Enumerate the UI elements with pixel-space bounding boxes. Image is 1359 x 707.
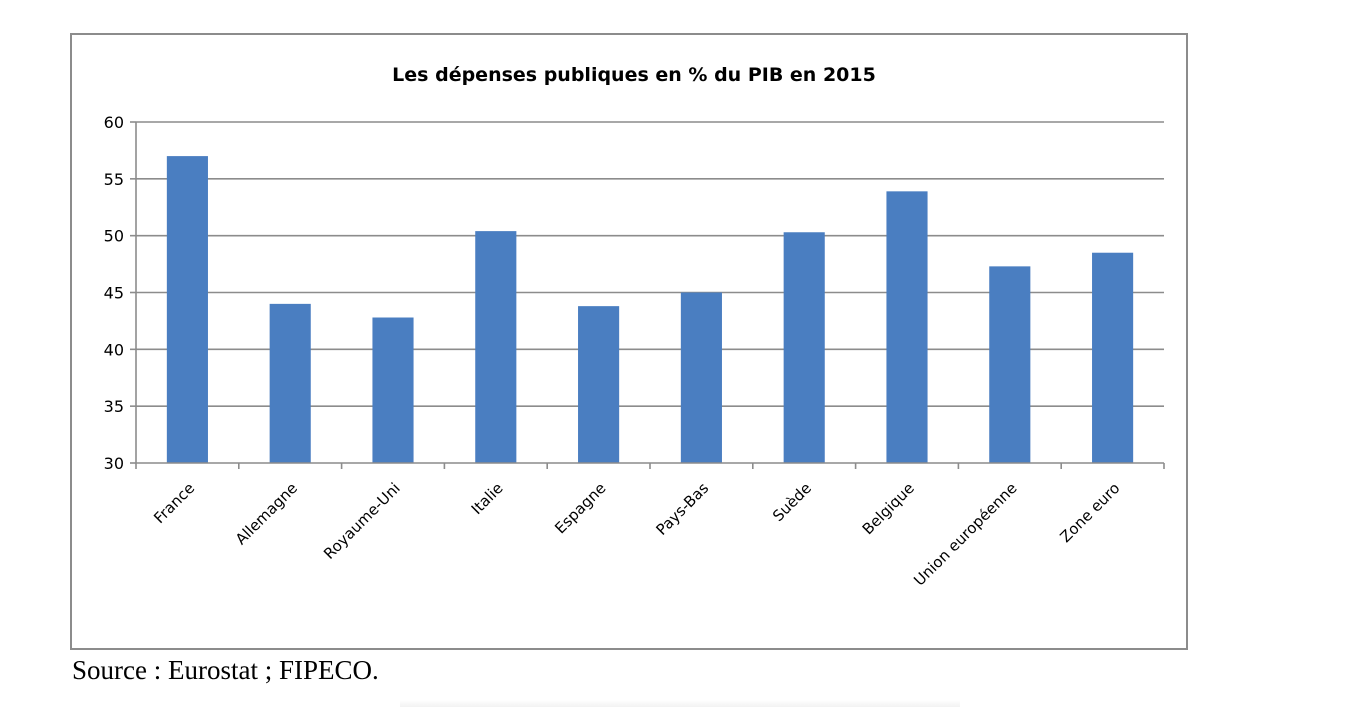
bar-zone-euro [1092,252,1134,463]
bar-pays-bas [680,292,722,463]
y-tick-label: 55 [104,170,124,189]
y-tick-label: 40 [104,340,124,359]
x-category-label: Suède [769,479,815,525]
x-category-label: Union européenne [910,479,1020,589]
x-category-label: Zone euro [1056,479,1123,546]
bars [166,156,1134,463]
bar-royaume-uni [372,317,414,463]
bar-espagne [578,306,620,463]
y-tick-label: 35 [104,397,124,416]
chart-frame: Les dépenses publiques en % du PIB en 20… [70,33,1188,650]
bar-chart: Les dépenses publiques en % du PIB en 20… [104,64,1165,589]
y-tick-label: 50 [104,227,124,246]
bar-allemagne [269,303,311,463]
axes [130,121,1165,469]
bar-su-de [783,232,825,463]
x-category-label: Pays-Bas [653,479,713,539]
x-category-label: Allemagne [232,479,301,548]
bar-belgique [886,191,928,463]
bar-france [166,156,208,463]
x-category-label: Italie [468,479,507,518]
x-category-labels: France Allemagne Royaume-Uni Italie Espagne P… [150,479,1123,589]
x-category-label: France [150,479,198,527]
y-tick-label: 45 [104,284,124,303]
chart-title: Les dépenses publiques en % du PIB en 20… [392,64,876,86]
y-tick-label: 30 [104,454,124,473]
bar-union-europ-enne [989,266,1031,463]
x-category-label: Espagne [551,479,609,537]
bar-italie [475,231,517,463]
x-category-label: Belgique [859,479,918,538]
y-tick-label: 60 [104,113,124,132]
x-category-label: Royaume-Uni [320,479,404,563]
y-tick-labels: 30 35 40 45 50 55 60 [104,113,124,473]
page-bottom-shadow [400,700,960,707]
source-note: Source : Eurostat ; FIPECO. [72,655,379,685]
